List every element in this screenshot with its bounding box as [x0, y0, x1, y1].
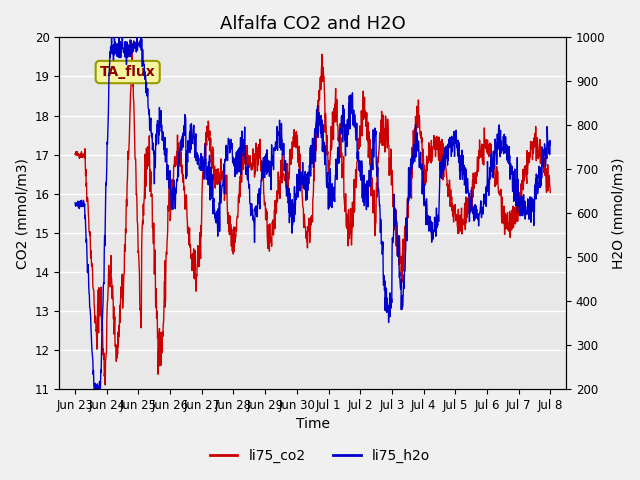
Y-axis label: H2O (mmol/m3): H2O (mmol/m3)	[611, 157, 625, 269]
Y-axis label: CO2 (mmol/m3): CO2 (mmol/m3)	[15, 158, 29, 269]
Title: Alfalfa CO2 and H2O: Alfalfa CO2 and H2O	[220, 15, 406, 33]
Legend: li75_co2, li75_h2o: li75_co2, li75_h2o	[204, 443, 436, 468]
X-axis label: Time: Time	[296, 418, 330, 432]
Text: TA_flux: TA_flux	[100, 65, 156, 79]
